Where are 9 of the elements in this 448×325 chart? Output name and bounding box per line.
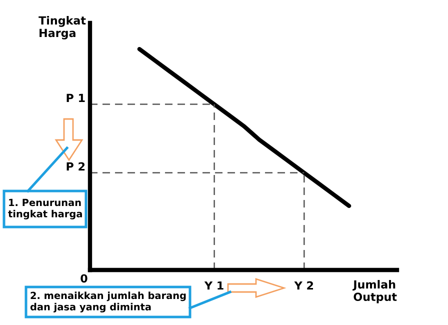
ref-line-label: P 1 xyxy=(66,94,85,102)
text: 1. Penurunan tingkat harga xyxy=(8,198,82,220)
text: 0 xyxy=(80,274,88,283)
x-axis-title: Jumlah Output xyxy=(352,280,397,304)
ref-line-label: P 2 xyxy=(66,162,85,170)
y-axis-title: Tingkat Harga xyxy=(38,16,86,40)
x-tick-label: Y 2 xyxy=(294,281,314,290)
text: 2. menaikkan jumlah barang dan jasa yang diminta xyxy=(30,292,186,312)
x-tick-label: Y 1 xyxy=(204,281,224,290)
